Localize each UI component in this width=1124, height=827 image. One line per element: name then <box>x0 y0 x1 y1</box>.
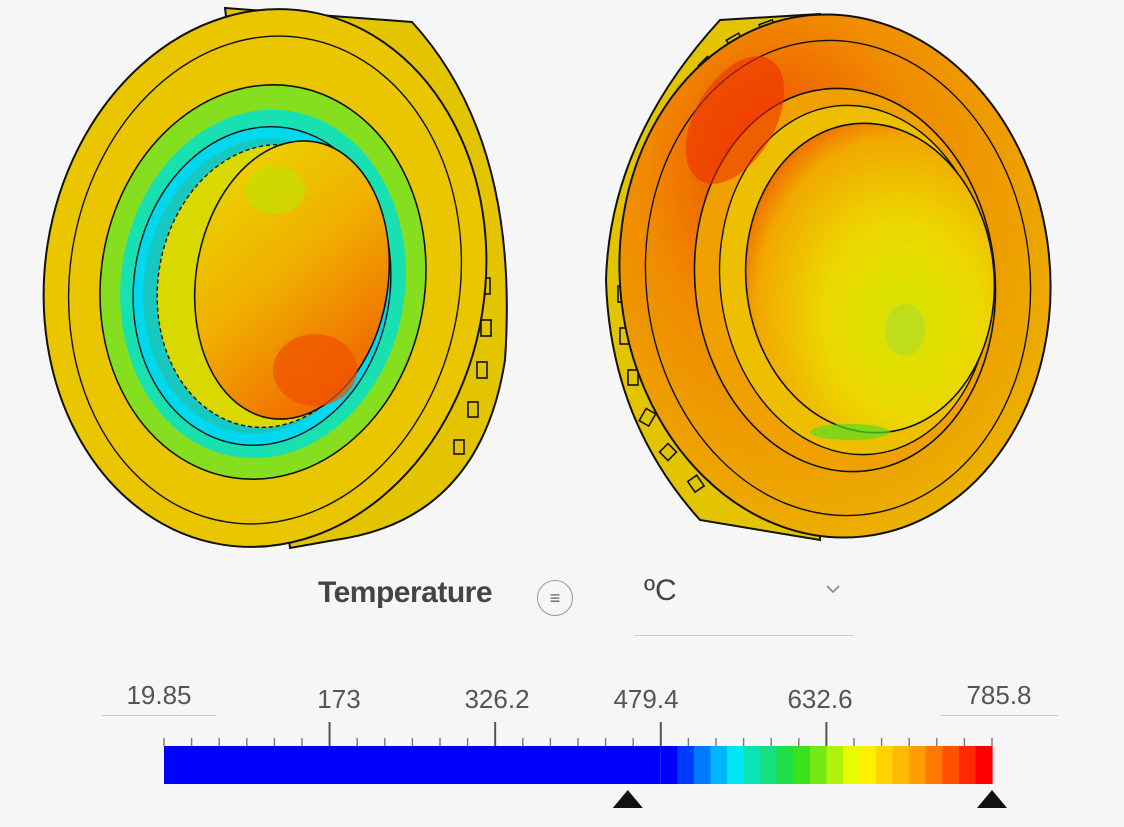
color-band <box>760 746 778 784</box>
color-band <box>925 746 943 784</box>
unit-selected-value: ºC <box>644 574 677 607</box>
color-band <box>942 746 960 784</box>
rotor-right <box>604 12 1052 542</box>
color-band <box>842 746 861 784</box>
upper-threshold-handle[interactable] <box>977 790 1007 808</box>
color-band <box>793 746 811 784</box>
chevron-down-icon <box>826 585 840 594</box>
color-band <box>826 746 844 784</box>
color-band <box>958 746 977 784</box>
color-band <box>743 746 761 784</box>
color-bands <box>164 746 993 784</box>
color-band <box>809 746 827 784</box>
color-band <box>677 746 695 784</box>
color-band <box>876 746 894 784</box>
color-band <box>892 746 910 784</box>
tick-label: 326.2 <box>464 684 530 714</box>
below-range-band <box>164 746 661 784</box>
color-band <box>975 746 993 784</box>
tick-label: 173 <box>317 684 361 714</box>
color-band <box>693 746 712 784</box>
lower-threshold-handle[interactable] <box>612 790 643 808</box>
quantity-menu-button[interactable]: ≡ <box>537 580 573 616</box>
list-icon: ≡ <box>549 588 561 608</box>
tick-label: 479.4 <box>613 684 679 714</box>
color-band <box>776 746 794 784</box>
unit-select[interactable]: ºC <box>634 566 854 636</box>
color-band <box>660 746 678 784</box>
rotor-left <box>42 6 508 550</box>
range-max-input[interactable]: 785.8 <box>940 676 1058 716</box>
3d-viewport[interactable] <box>0 0 1124 560</box>
color-scale <box>163 722 1007 808</box>
color-band <box>727 746 745 784</box>
quantity-label: Temperature <box>318 576 493 609</box>
color-band <box>859 746 877 784</box>
color-band <box>909 746 927 784</box>
range-min-input[interactable]: 19.85 <box>102 676 216 716</box>
tick-label: 632.6 <box>787 684 853 714</box>
color-band <box>710 746 728 784</box>
scale-ticks <box>163 722 993 746</box>
